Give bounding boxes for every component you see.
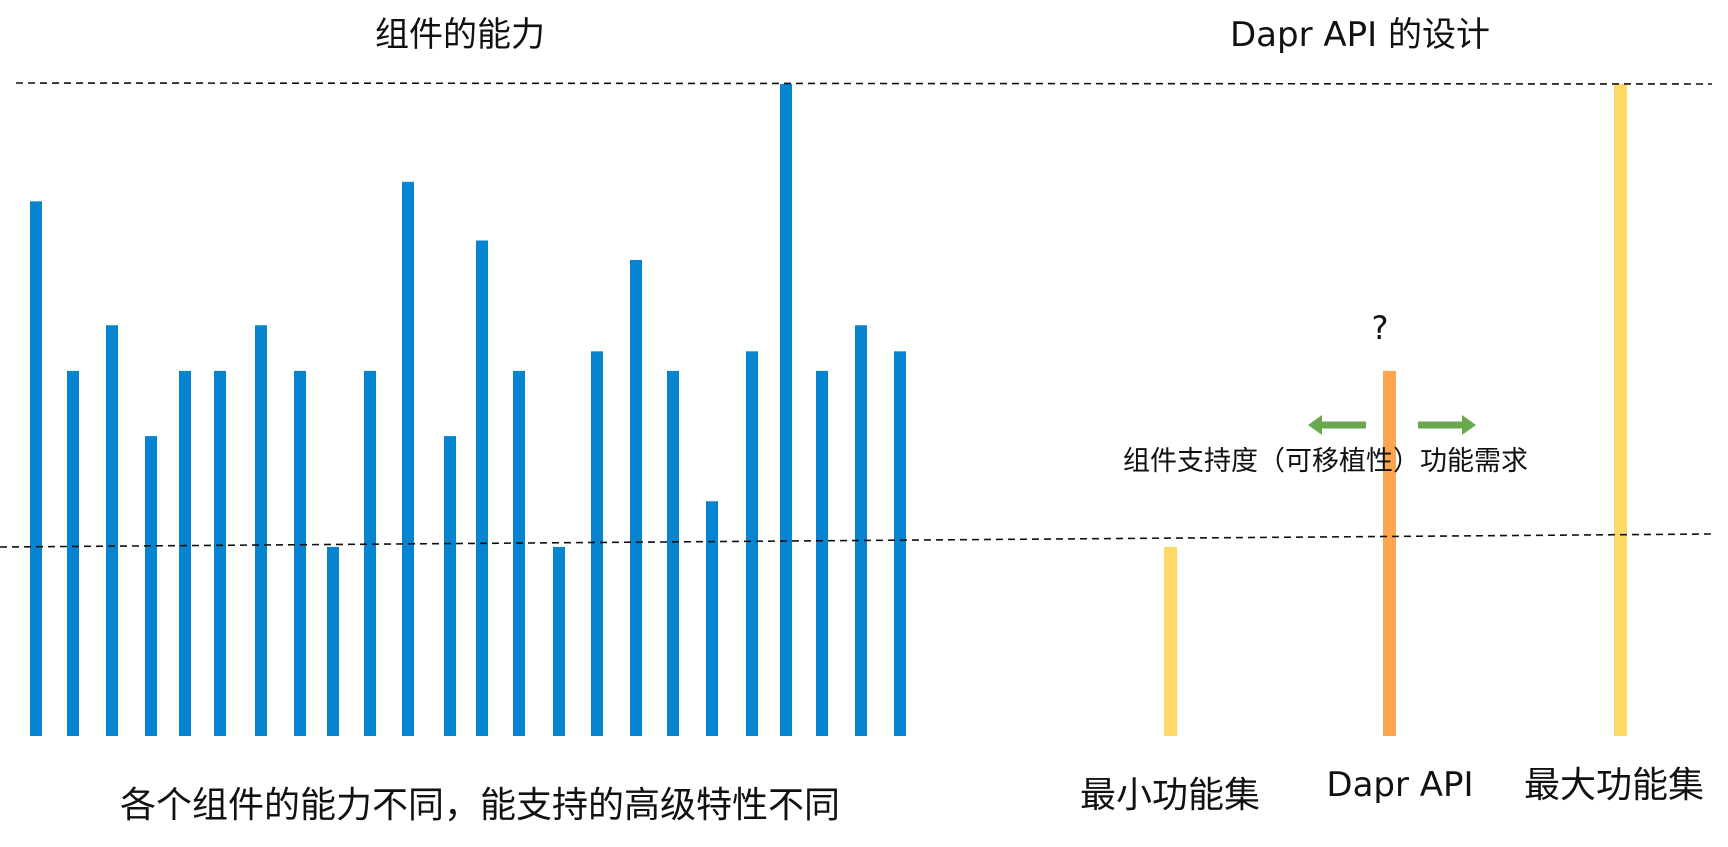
component-bar: [145, 436, 157, 736]
component-bar: [214, 370, 226, 736]
component-bar: [179, 370, 191, 736]
component-bar: [513, 370, 525, 736]
component-bar: [553, 546, 565, 736]
portability-label: 组件支持度（可移植性）: [1123, 446, 1420, 477]
component-bar: [780, 84, 792, 736]
max-feature-set-bar: [1614, 84, 1627, 736]
component-bars-group: [30, 84, 906, 737]
component-capability-caption: 各个组件的能力不同，能支持的高级特性不同: [119, 785, 840, 826]
min-feature-set-label: 最小功能集: [1079, 775, 1260, 816]
component-bar: [476, 240, 488, 737]
component-bar: [255, 325, 267, 736]
component-bar: [816, 370, 828, 736]
component-bar: [706, 501, 718, 736]
component-bar: [894, 351, 906, 736]
min-capability-dashed-line: [0, 533, 1713, 548]
dapr-api-bar: [1383, 370, 1396, 736]
dapr-api-label: Dapr API: [1326, 765, 1474, 805]
component-bar: [855, 325, 867, 736]
design-bars-group: [1164, 84, 1627, 736]
component-bar: [294, 370, 306, 736]
component-bar: [667, 370, 679, 736]
max-capability-dashed-line: [15, 82, 1713, 85]
component-bar: [402, 181, 414, 737]
question-mark-label: ?: [1371, 309, 1389, 347]
component-bar: [30, 201, 42, 737]
component-bar: [364, 370, 376, 736]
left-arrow-icon: [1308, 415, 1366, 435]
component-bar: [444, 436, 456, 736]
component-bar: [746, 351, 758, 736]
right-arrow-icon: [1418, 415, 1476, 435]
component-capability-title: 组件的能力: [375, 15, 545, 55]
component-bar: [67, 370, 79, 736]
max-feature-set-label: 最大功能集: [1523, 765, 1704, 806]
component-bar: [106, 325, 118, 736]
component-bar: [327, 546, 339, 736]
component-bar: [591, 351, 603, 736]
functional-demand-label: 功能需求: [1420, 446, 1528, 477]
min-feature-set-bar: [1164, 546, 1177, 736]
dapr-api-design-title: Dapr API 的设计: [1230, 15, 1490, 55]
component-bar: [630, 260, 642, 736]
